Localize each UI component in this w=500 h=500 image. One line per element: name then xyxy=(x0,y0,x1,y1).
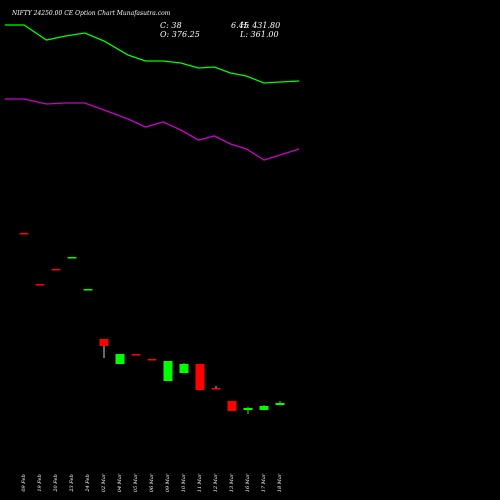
x-tick-label: 10 Mar xyxy=(181,473,187,492)
candle-body xyxy=(35,284,45,286)
candle-body xyxy=(243,408,253,410)
overlay-value: 6.45 xyxy=(231,21,249,30)
x-tick-label: 02 Mar xyxy=(101,473,107,492)
candle-layer xyxy=(19,233,285,414)
candle-body xyxy=(259,406,269,410)
candle xyxy=(259,405,269,410)
x-tick-label: 04 Mar xyxy=(117,473,123,492)
candle xyxy=(35,284,45,286)
x-tick-label: 12 Mar xyxy=(213,473,219,492)
candle xyxy=(115,354,125,364)
x-tick-label: 11 Mar xyxy=(197,473,203,492)
candle-body xyxy=(131,354,141,356)
candle xyxy=(147,359,157,361)
candle-body xyxy=(227,401,237,411)
candle xyxy=(67,257,77,259)
candle-body xyxy=(195,364,205,390)
candle-body xyxy=(19,233,29,235)
x-tick-label: 17 Mar xyxy=(261,473,267,492)
chart-title: NIFTY 24250.00 CE Option Chart Munafasut… xyxy=(12,10,171,17)
x-tick-label: 09 Feb xyxy=(21,474,27,491)
x-tick-label: 18 Mar xyxy=(277,473,283,492)
x-tick-label: 23 Feb xyxy=(69,474,75,492)
candle-body xyxy=(51,269,61,271)
candle xyxy=(227,401,237,411)
candle xyxy=(179,363,189,373)
candle-body xyxy=(275,403,285,405)
candle xyxy=(163,361,173,381)
candle xyxy=(83,289,93,291)
candle-body xyxy=(67,257,77,259)
x-tick-label: 06 Mar xyxy=(149,473,155,492)
x-tick-label: 13 Mar xyxy=(229,473,235,492)
candle-body xyxy=(211,388,221,390)
candle xyxy=(275,401,285,405)
x-tick-label: 05 Mar xyxy=(133,473,139,492)
moving-average-layer xyxy=(4,24,300,161)
candle-body xyxy=(147,359,157,361)
x-tick-label: 16 Mar xyxy=(245,473,251,492)
candle xyxy=(131,354,141,356)
ma-long-line xyxy=(4,98,300,161)
candle-body xyxy=(163,361,173,381)
low-value: L: 361.00 xyxy=(240,30,279,39)
candle xyxy=(99,339,109,358)
candle-body xyxy=(83,289,93,291)
high-value: H: 431.80 xyxy=(240,21,281,30)
x-axis-labels: 09 Feb 19 Feb 20 Feb 23 Feb 24 Feb 02 Mar 04 M… xyxy=(21,473,283,492)
ma-short-line xyxy=(4,24,300,84)
x-tick-label: 09 Mar xyxy=(165,473,171,492)
candle-body xyxy=(115,354,125,364)
candle xyxy=(243,407,253,414)
candle-body xyxy=(99,339,109,346)
candle xyxy=(51,269,61,271)
candle xyxy=(195,364,205,390)
candle-body xyxy=(179,364,189,373)
open-value: O: 376.25 xyxy=(160,30,200,39)
candle xyxy=(19,233,29,235)
x-tick-label: 24 Feb xyxy=(85,474,91,492)
x-tick-label: 19 Feb xyxy=(37,474,43,491)
x-tick-label: 20 Feb xyxy=(53,474,59,492)
candle xyxy=(211,386,221,390)
close-value: C: 38 xyxy=(160,21,182,30)
